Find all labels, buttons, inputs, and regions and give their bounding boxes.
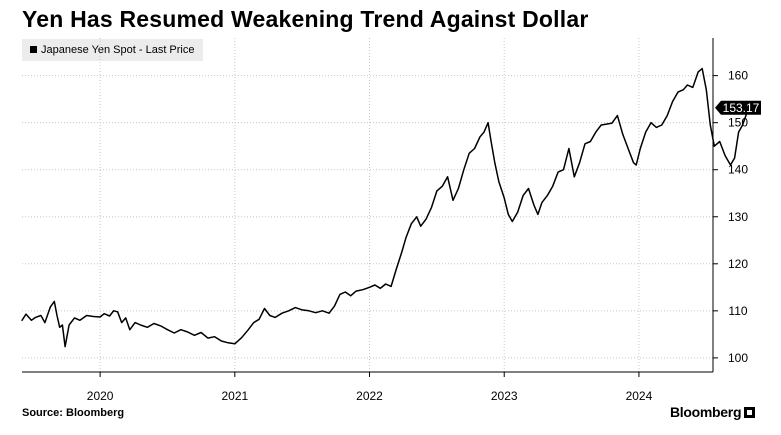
legend-swatch [30, 46, 37, 53]
chart-title: Yen Has Resumed Weakening Trend Against … [22, 6, 589, 32]
x-tick-label: 2022 [356, 389, 383, 403]
y-tick-label: 100 [728, 351, 748, 365]
last-price-tag [715, 100, 761, 115]
bloomberg-icon [744, 407, 756, 418]
legend-label: Japanese Yen Spot - Last Price [41, 44, 195, 56]
bloomberg-logo: Bloomberg [670, 404, 756, 420]
y-tick-label: 130 [728, 210, 748, 224]
y-tick-label: 120 [728, 257, 748, 271]
y-tick-label: 140 [728, 163, 748, 177]
series-line [21, 67, 751, 348]
x-tick-label: 2023 [491, 389, 518, 403]
x-tick-label: 2024 [626, 389, 653, 403]
y-tick-label: 110 [728, 304, 747, 318]
last-price-label: 153.17 [723, 101, 760, 115]
brand-label: Bloomberg [670, 404, 742, 420]
source-note: Source: Bloomberg [22, 407, 125, 419]
x-tick-label: 2021 [221, 389, 248, 403]
y-tick-label: 150 [728, 116, 748, 130]
y-tick-label: 160 [728, 69, 748, 83]
x-tick-label: 2020 [87, 389, 114, 403]
legend: Japanese Yen Spot - Last Price [22, 39, 203, 61]
